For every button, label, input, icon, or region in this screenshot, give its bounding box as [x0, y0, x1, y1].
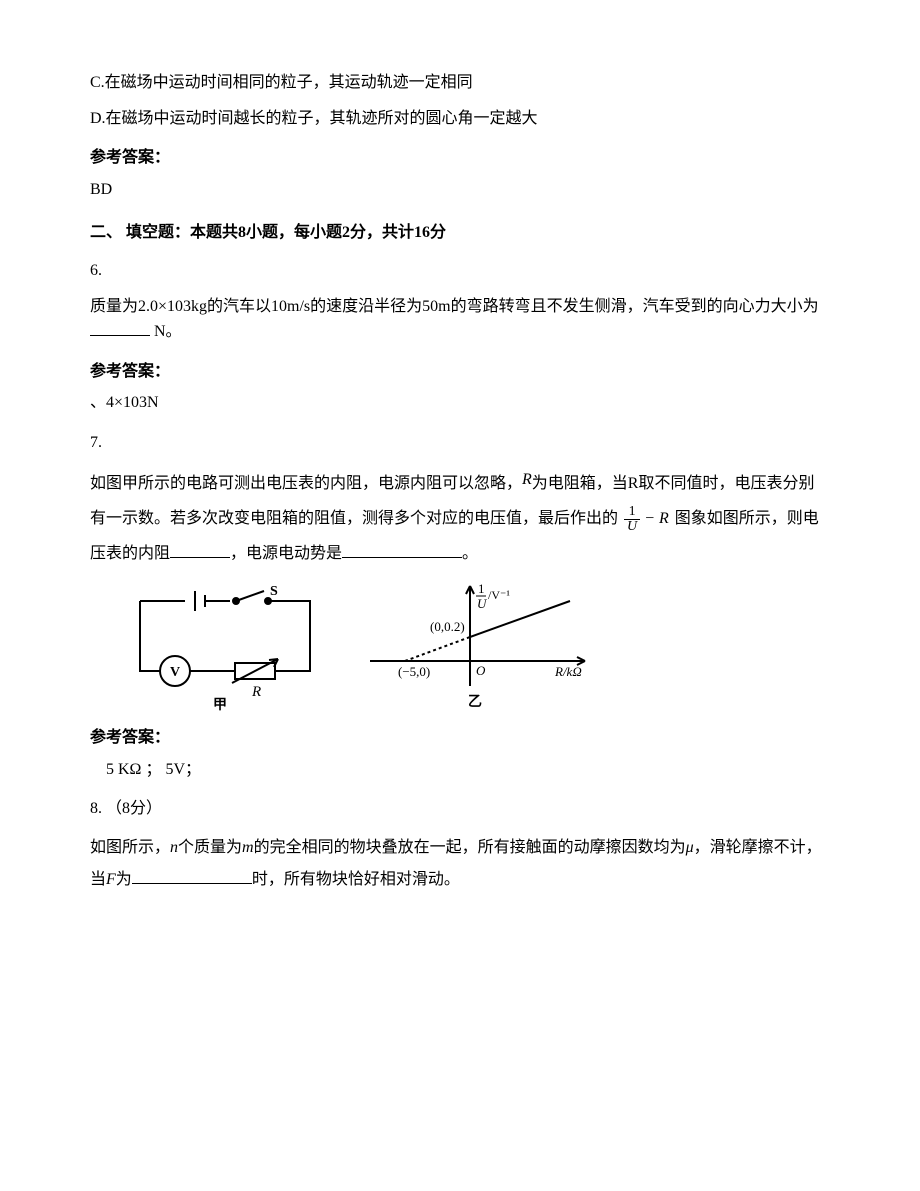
graph-origin: O	[476, 663, 486, 678]
graph-xaxis: R/kΩ	[554, 664, 582, 679]
q7-figures: V S R 甲 1 U /V⁻¹ (0,0.	[120, 581, 830, 711]
circuit-caption: 甲	[213, 697, 227, 711]
q8-number: 8. （8分）	[90, 796, 830, 822]
q7-p1a: 如图甲所示的电路可测出电压表的内阻，电源内阻可以忽略，	[90, 475, 522, 492]
q7-frac: 1 U	[624, 505, 640, 534]
q7-answer-label: 参考答案：	[90, 725, 830, 751]
graph-caption: 乙	[468, 694, 482, 710]
yaxis-num: 1	[478, 581, 485, 596]
yaxis-den: U	[477, 596, 488, 611]
q7-p2c: 。	[462, 545, 478, 562]
voltmeter-label: V	[170, 665, 180, 680]
q8-m: m	[242, 839, 254, 856]
q7-circuit-svg: V S R 甲	[120, 581, 330, 711]
switch-label: S	[270, 584, 278, 599]
q7-graph: 1 U /V⁻¹ (0,0.2) (−5,0) O R/kΩ 乙	[360, 581, 600, 711]
q5-option-c: C.在磁场中运动时间相同的粒子，其运动轨迹一定相同	[90, 70, 830, 96]
q6-answer-label: 参考答案：	[90, 359, 830, 385]
q7-frac-num: 1	[624, 505, 640, 520]
q7-graph-svg: 1 U /V⁻¹ (0,0.2) (−5,0) O R/kΩ 乙	[360, 581, 600, 711]
q8-mu: μ	[686, 839, 694, 856]
q7-circuit: V S R 甲	[120, 581, 330, 711]
q8-e: 为	[116, 871, 132, 888]
graph-pt2: (−5,0)	[398, 664, 430, 679]
q7-paragraph: 如图甲所示的电路可测出电压表的内阻，电源内阻可以忽略，R为电阻箱，当R取不同值时…	[90, 466, 830, 572]
q7-blank1	[170, 541, 230, 558]
q7-formula: 1 U − R	[624, 505, 669, 534]
q8-blank	[132, 867, 252, 884]
yaxis-unit: /V⁻¹	[488, 588, 510, 602]
q6-blank	[90, 319, 150, 336]
q5-option-d: D.在磁场中运动时间越长的粒子，其轨迹所对的圆心角一定越大	[90, 106, 830, 132]
q7-frac-minus: − R	[640, 510, 669, 527]
q7-p2b: ，电源电动势是	[230, 545, 342, 562]
section2-heading: 二、 填空题：本题共8小题，每小题2分，共计16分	[90, 220, 830, 246]
q6-answer-value: 、4×103N	[90, 390, 830, 416]
q6-text-a: 质量为2.0×103kg的汽车以10m/s的速度沿半径为50m的弯路转弯且不发生…	[90, 298, 819, 315]
q8-paragraph: 如图所示，n个质量为m的完全相同的物块叠放在一起，所有接触面的动摩擦因数均为μ，…	[90, 832, 830, 896]
graph-pt1: (0,0.2)	[430, 619, 465, 634]
q8-n: n	[170, 839, 178, 856]
q7-blank2	[342, 541, 462, 558]
q8-a: 如图所示，	[90, 839, 170, 856]
q7-answer-value: 5 KΩ ； 5V；	[90, 757, 830, 783]
q5-answer-value: BD	[90, 177, 830, 203]
resistor-label: R	[251, 684, 261, 700]
q6-text: 质量为2.0×103kg的汽车以10m/s的速度沿半径为50m的弯路转弯且不发生…	[90, 294, 830, 345]
q7-R-var: R	[522, 471, 532, 488]
q6-text-b: N。	[150, 323, 182, 340]
q7-number: 7.	[90, 430, 830, 456]
q8-c: 的完全相同的物块叠放在一起，所有接触面的动摩擦因数均为	[254, 839, 686, 856]
q6-number: 6.	[90, 258, 830, 284]
q8-f: 时，所有物块恰好相对滑动。	[252, 871, 460, 888]
q5-answer-label: 参考答案：	[90, 145, 830, 171]
q8-b: 个质量为	[178, 839, 242, 856]
q8-F: F	[106, 871, 116, 888]
q7-frac-den: U	[624, 520, 640, 534]
